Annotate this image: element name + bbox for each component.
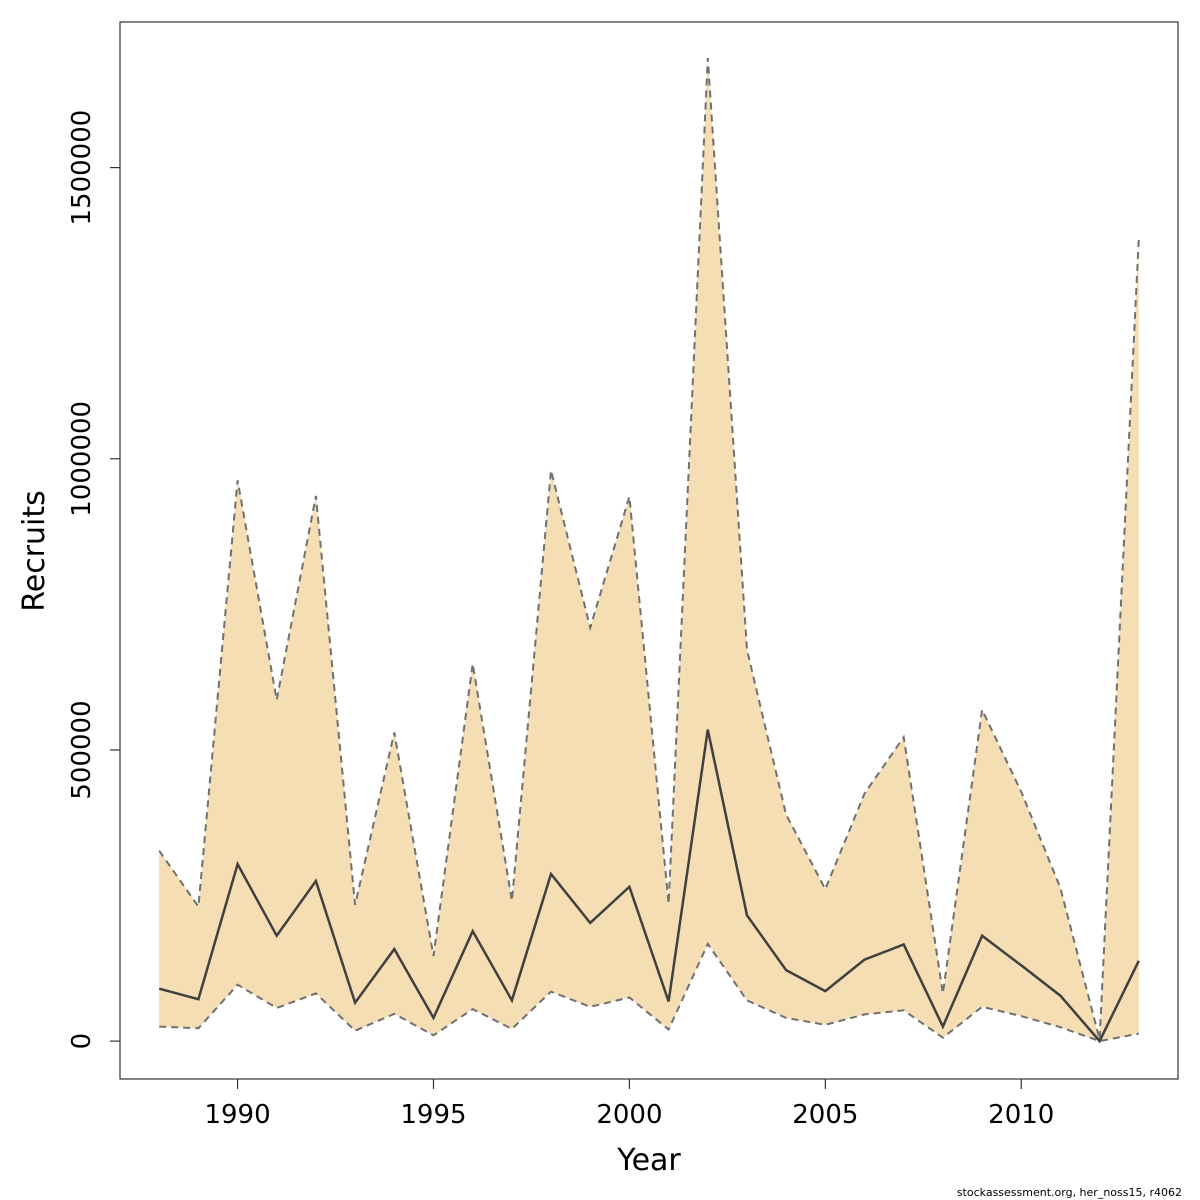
y-tick-label: 1000000 bbox=[67, 401, 97, 517]
x-tick-label: 2010 bbox=[988, 1100, 1054, 1130]
y-tick-label: 500000 bbox=[67, 700, 97, 799]
x-tick-label: 2000 bbox=[596, 1100, 662, 1130]
plot-frame bbox=[119, 21, 1179, 1080]
x-tick-label: 2005 bbox=[792, 1100, 858, 1130]
confidence-band bbox=[159, 58, 1139, 1042]
x-tick-label: 1995 bbox=[400, 1100, 466, 1130]
y-tick-label: 0 bbox=[67, 1033, 97, 1050]
y-tick-label: 1500000 bbox=[67, 110, 97, 226]
x-axis: 1990 1995 2000 2005 2010 bbox=[204, 1079, 1054, 1130]
lower-bound-line bbox=[159, 941, 1139, 1043]
footer-note: stockassessment.org, her_noss15, r4062 bbox=[957, 1186, 1182, 1199]
y-axis-title: Recruits bbox=[17, 490, 52, 612]
x-tick-label: 1990 bbox=[204, 1100, 270, 1130]
estimate-line bbox=[158, 729, 1140, 1044]
x-axis-title: Year bbox=[616, 1143, 681, 1178]
y-axis: 0 500000 1000000 1500000 bbox=[67, 110, 120, 1050]
